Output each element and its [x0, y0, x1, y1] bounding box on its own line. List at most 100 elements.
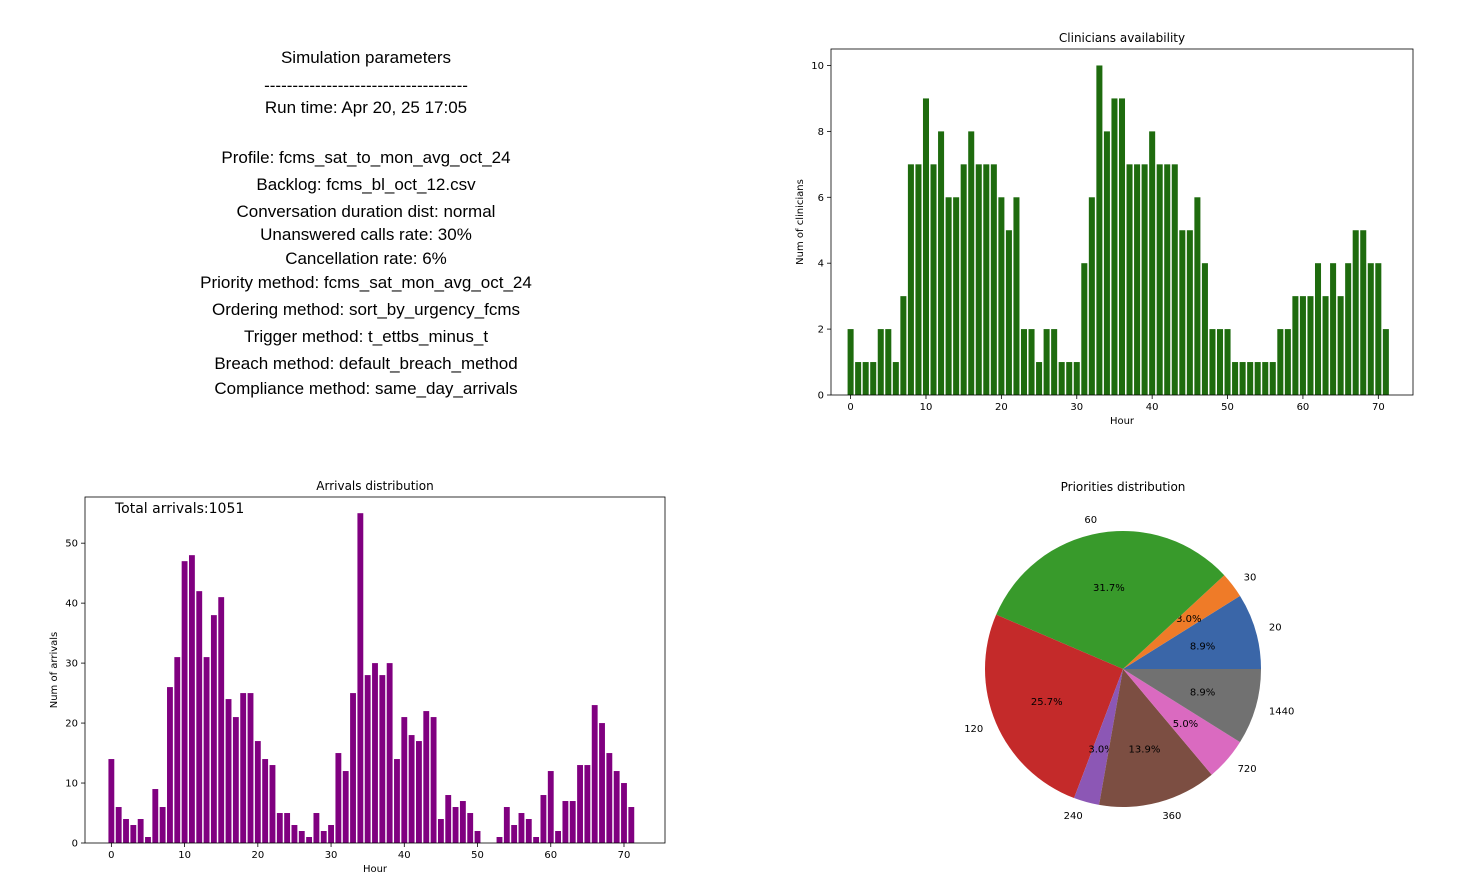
arrivals-bar: [401, 717, 408, 843]
arrivals-bar: [196, 591, 203, 843]
clinicians-ytick-label: 0: [818, 391, 824, 402]
clinicians-xtick-label: 30: [1070, 402, 1083, 413]
arrivals-bar: [621, 783, 627, 843]
arrivals-bar: [306, 837, 313, 843]
clinicians-bar: [1292, 296, 1299, 395]
clinicians-xtick-label: 60: [1297, 402, 1310, 413]
arrivals-bar: [357, 513, 364, 843]
arrivals-bar: [416, 741, 422, 843]
pie-slice-240: [1074, 669, 1123, 805]
arrivals-ytick-label: 0: [72, 839, 78, 850]
clinicians-bar: [1337, 296, 1344, 395]
arrivals-bar: [269, 765, 276, 843]
clinicians-bar: [862, 362, 869, 395]
arrivals-ytick-label: 40: [65, 599, 78, 610]
pie-pct-20: 8.9%: [1190, 642, 1215, 653]
clinicians-xtick-label: 0: [847, 402, 853, 413]
arrivals-bar: [386, 663, 393, 843]
arrivals-bar: [167, 687, 173, 843]
clinicians-bar: [915, 164, 922, 395]
param-ordering-method: Ordering method: sort_by_urgency_fcms: [211, 300, 521, 319]
arrivals-bar: [445, 795, 452, 843]
clinicians-bar: [1088, 197, 1095, 395]
param-backlog: Backlog: fcms_bl_oct_12.csv: [256, 175, 476, 194]
clinicians-ylabel: Num of clinicians: [795, 179, 806, 265]
arrivals-bar: [503, 807, 510, 843]
pie-label-360: 360: [1162, 811, 1181, 822]
clinicians-bar: [983, 164, 990, 395]
arrivals-bar: [569, 801, 576, 843]
pie-slice-60: [996, 531, 1225, 669]
arrivals-bar: [430, 717, 437, 843]
param-priority-method: Priority method: fcms_sat_mon_avg_oct_24: [200, 273, 532, 292]
clinicians-bar: [1073, 362, 1080, 395]
arrivals-bar: [555, 831, 562, 843]
pie-label-240: 240: [1064, 811, 1083, 822]
clinicians-bar: [1239, 362, 1246, 395]
param-profile: Profile: fcms_sat_to_mon_avg_oct_24: [221, 148, 511, 167]
clinicians-bar: [1224, 329, 1231, 395]
arrivals-bar: [591, 705, 598, 843]
arrivals-bar: [350, 693, 356, 843]
clinicians-bar: [990, 164, 997, 395]
arrivals-bar: [210, 615, 217, 843]
arrivals-bar: [152, 789, 159, 843]
arrivals-xtick-label: 10: [178, 850, 191, 861]
arrivals-bar: [474, 831, 481, 843]
pie-label-20: 20: [1269, 623, 1282, 634]
arrivals-bar: [518, 813, 525, 843]
clinicians-bar: [1096, 65, 1103, 395]
pie-pct-360: 13.9%: [1129, 744, 1161, 755]
clinicians-bar: [1269, 362, 1276, 395]
arrivals-ytick-label: 50: [65, 539, 78, 550]
arrivals-bar: [394, 759, 400, 843]
arrivals-ylabel: Num of arrivals: [49, 632, 60, 709]
arrivals-xlabel: Hour: [363, 864, 388, 875]
clinicians-ytick-label: 10: [811, 61, 824, 72]
clinicians-bar: [885, 329, 892, 395]
param-trigger-method: Trigger method: t_ettbs_minus_t: [243, 327, 489, 346]
clinicians-bar: [900, 296, 907, 395]
clinicians-bar: [938, 131, 945, 395]
clinicians-xtick-label: 10: [920, 402, 933, 413]
clinicians-bar: [1330, 263, 1337, 395]
clinicians-bar: [1345, 263, 1352, 395]
clinicians-bar: [1262, 362, 1269, 395]
arrivals-bar: [379, 675, 386, 843]
arrivals-bar: [320, 831, 327, 843]
param-cancellation-rate: Cancellation rate: 6%: [285, 249, 447, 268]
param-breach-method: Breach method: default_breach_method: [214, 354, 518, 373]
clinicians-bar: [1149, 131, 1156, 395]
arrivals-bar: [599, 723, 605, 843]
pie-pct-240: 3.0%: [1088, 744, 1113, 755]
clinicians-bar: [1156, 164, 1163, 395]
param-compliance-method: Compliance method: same_day_arrivals: [214, 379, 518, 398]
clinicians-bar: [1081, 263, 1088, 395]
clinicians-xlabel: Hour: [1110, 416, 1135, 427]
clinicians-bar: [1254, 362, 1261, 395]
clinicians-bar: [1307, 296, 1314, 395]
arrivals-ytick-label: 10: [65, 779, 78, 790]
arrivals-xtick-label: 50: [471, 850, 484, 861]
pie-label-1440: 1440: [1269, 706, 1294, 717]
clinicians-bar: [1247, 362, 1254, 395]
clinicians-ytick-label: 6: [818, 193, 824, 204]
arrivals-bar: [298, 831, 305, 843]
pie-slice-360: [1099, 669, 1212, 808]
clinicians-bar: [1179, 230, 1186, 395]
pie-label-720: 720: [1238, 764, 1257, 775]
priorities-title: Priorities distribution: [1061, 480, 1186, 494]
arrivals-bar: [291, 825, 298, 843]
clinicians-bar: [1103, 131, 1110, 395]
arrivals-bar: [181, 561, 188, 843]
pie-slice-720: [1123, 669, 1241, 775]
params-title: Simulation parameters: [280, 48, 452, 67]
clinicians-bar: [847, 329, 854, 395]
clinicians-bar: [877, 329, 884, 395]
clinicians-title: Clinicians availability: [1059, 31, 1185, 45]
arrivals-bar: [328, 825, 334, 843]
arrivals-bar: [313, 813, 320, 843]
clinicians-bar: [907, 164, 914, 395]
clinicians-bar: [1194, 197, 1201, 395]
clinicians-bar: [1134, 164, 1141, 395]
